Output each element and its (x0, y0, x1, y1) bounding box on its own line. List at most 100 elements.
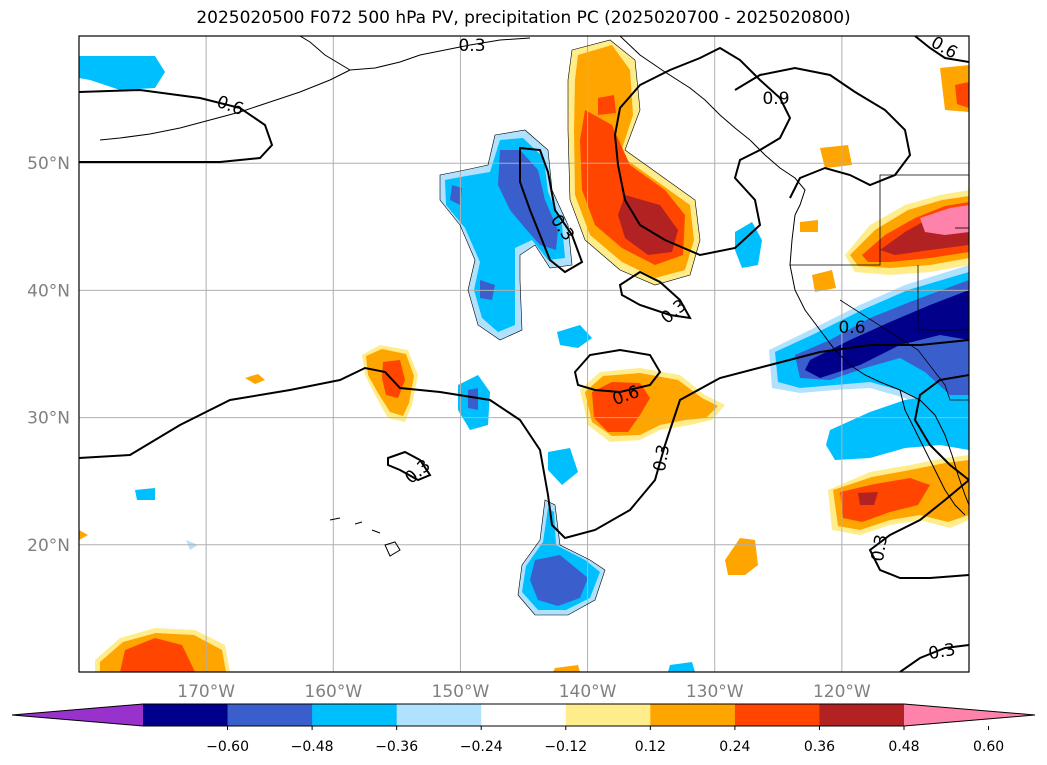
coastline-alaska (299, 36, 531, 71)
precip-region-positive (598, 95, 616, 115)
colorbar-bin (650, 704, 736, 726)
shading-outline (517, 499, 606, 616)
precip-region-positive (120, 638, 195, 672)
precip-region-positive (955, 82, 969, 108)
y-tick-label: 20°N (27, 536, 70, 556)
precip-region-negative (530, 555, 588, 606)
precip-region-negative (557, 325, 592, 348)
pv-contour-label: 0.3 (458, 36, 485, 56)
colorbar-tick-label: 0.48 (888, 739, 919, 755)
precip-region-positive (592, 382, 650, 432)
state-border (917, 265, 969, 331)
colorbar-bin (227, 704, 313, 726)
state-border (839, 299, 969, 401)
colorbar-bin (734, 704, 820, 726)
colorbar-tick-label: 0.36 (804, 739, 835, 755)
colorbar: −0.60 −0.48 −0.36 −0.24 −0.12 0.12 0.24 0.36 0.4… (11, 703, 1036, 755)
x-tick-label: 160°W (304, 682, 362, 702)
precip-region-positive (618, 195, 678, 255)
precip-region-negative (668, 662, 695, 672)
pv-contour-label: 0.9 (762, 89, 789, 109)
x-tick-label: 150°W (432, 682, 490, 702)
precip-region-negative (468, 388, 478, 410)
precip-region-positive (800, 220, 818, 232)
coastline-alaska-peninsula (99, 69, 351, 141)
shading-outlines (439, 39, 701, 616)
colorbar-tick-label: 0.60 (973, 739, 1004, 755)
shading-outline (567, 39, 701, 286)
precip-region-negative (450, 185, 462, 205)
colorbar-tick-label: 0.12 (635, 739, 666, 755)
colorbar-outline (11, 703, 1036, 727)
precip-region-negative (498, 150, 558, 250)
precip-region-negative (548, 448, 578, 485)
y-tick-label: 50°N (27, 154, 70, 174)
y-tick-label: 40°N (27, 281, 70, 301)
colorbar-extend-min (12, 704, 143, 726)
x-tick-label: 120°W (813, 682, 871, 702)
state-border (790, 174, 969, 266)
coastline-west-coast (789, 214, 969, 506)
hawaii-islands (329, 517, 401, 557)
precip-region-positive (920, 205, 969, 235)
precip-region-positive (79, 530, 88, 540)
pv-contour-0-3-big (613, 46, 792, 257)
pv-contour-0-3-baja (868, 479, 969, 579)
pv-contour-0-3-loop (519, 146, 584, 274)
colorbar-bin (565, 704, 651, 726)
pv-contour-0-3-bottom (899, 644, 969, 672)
precip-region-positive (820, 145, 852, 168)
precip-region-positive (858, 492, 878, 505)
precip-region-negative (805, 290, 969, 378)
colorbar-extend-max (904, 704, 1035, 726)
pv-contour-0-6-north (79, 88, 274, 163)
pv-contour-0-3-south (79, 339, 969, 540)
precip-region-positive (812, 270, 836, 292)
precip-region-positive (245, 374, 265, 384)
pv-contours (79, 36, 969, 672)
precip-region-positive (840, 478, 930, 522)
x-tick-labels: 170°W 160°W 150°W 140°W 130°W 120°W (177, 682, 871, 702)
y-tick-labels: 20°N 30°N 40°N 50°N (27, 154, 70, 556)
precip-region-positive (725, 538, 758, 575)
pv-contour-0-3-west-coast (913, 374, 969, 481)
pv-contour-0-6-north-ne (914, 36, 969, 63)
precip-region-negative (826, 395, 969, 460)
coastlines (99, 36, 969, 557)
precip-region-negative (79, 56, 165, 90)
colorbar-tick-label: 0.24 (719, 739, 750, 755)
precip-region-negative (735, 222, 762, 268)
chart-title: 2025020500 F072 500 hPa PV, precipitatio… (196, 8, 851, 28)
colorbar-tick-label: −0.48 (291, 739, 334, 755)
coastline-baja (899, 389, 966, 516)
coastline-southeast-alaska (619, 36, 751, 141)
precip-region-positive (553, 665, 580, 672)
pv-contour-label: 0.6 (838, 318, 865, 338)
colorbar-bin (143, 704, 229, 726)
colorbar-tick-label: −0.24 (460, 739, 503, 755)
pv-contour-0-6-central (573, 348, 662, 394)
precip-shading (79, 40, 969, 672)
precip-region-negative (135, 488, 155, 500)
coastline-bc (749, 139, 806, 216)
map-frame (78, 35, 970, 673)
colorbar-tick-label: −0.60 (206, 739, 249, 755)
pv-contour-0-3-small (387, 450, 432, 482)
colorbar-bin (396, 704, 482, 726)
colorbar-bin (481, 704, 567, 726)
colorbar-tick-label: −0.36 (375, 739, 418, 755)
pv-contour-0-3-tiny (618, 270, 692, 320)
colorbar-bin (312, 704, 398, 726)
x-tick-label: 130°W (686, 682, 744, 702)
y-tick-label: 30°N (27, 409, 70, 429)
pv-contour-label: 0.3 (650, 443, 674, 473)
pv-contour-0-9 (734, 66, 912, 199)
x-tick-label: 170°W (177, 682, 235, 702)
shading-outline (439, 129, 573, 341)
pv-contour-label: 0.3 (868, 533, 892, 563)
pv-contour-label: 0.3 (927, 640, 957, 664)
gridlines (79, 36, 969, 672)
colorbar-bin (819, 704, 905, 726)
x-tick-label: 140°W (559, 682, 617, 702)
